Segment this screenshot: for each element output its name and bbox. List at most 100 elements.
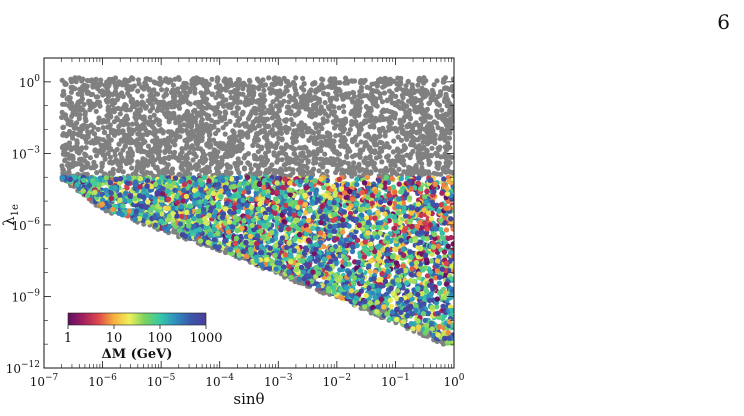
scatter-point-excluded	[432, 140, 438, 146]
scatter-point-excluded	[293, 134, 299, 140]
scatter-point-excluded	[426, 132, 432, 138]
scatter-point-excluded	[415, 168, 421, 175]
scatter-point-excluded	[291, 103, 297, 109]
scatter-point-excluded	[345, 131, 352, 137]
scatter-point-excluded	[112, 152, 118, 158]
scatter-point-excluded	[179, 128, 185, 134]
scatter-point-excluded	[165, 101, 171, 107]
scatter-point-excluded	[266, 148, 272, 154]
scatter-point-excluded	[380, 168, 386, 174]
scatter-point-excluded	[82, 151, 88, 157]
scatter-point-excluded	[374, 83, 380, 89]
scatter-point-excluded	[95, 126, 101, 132]
scatter-point-excluded	[95, 120, 101, 126]
scatter-point-excluded	[222, 131, 228, 137]
scatter-point	[354, 181, 360, 188]
scatter-point-excluded	[135, 77, 142, 83]
scatter-point-excluded	[269, 109, 275, 115]
scatter-point-excluded	[141, 114, 147, 120]
scatter-point-excluded	[91, 159, 97, 165]
scatter-point-excluded	[122, 102, 128, 108]
scatter-point-excluded	[233, 163, 239, 169]
scatter-point-excluded	[102, 156, 108, 162]
scatter-point-excluded	[239, 129, 245, 135]
scatter-point-excluded	[195, 163, 202, 169]
scatter-point-excluded	[127, 107, 133, 113]
scatter-point-excluded	[107, 145, 114, 152]
scatter-point-excluded	[368, 107, 374, 114]
scatter-point-excluded	[145, 98, 151, 104]
scatter-point-excluded	[233, 109, 239, 116]
scatter-point-excluded	[215, 127, 221, 133]
scatter-point-excluded	[150, 105, 156, 111]
scatter-point-excluded	[227, 118, 233, 124]
scatter-point-excluded	[177, 99, 183, 105]
scatter-point-excluded	[295, 111, 301, 117]
scatter-point-excluded	[181, 80, 187, 86]
scatter-point-excluded	[141, 86, 147, 92]
scatter-point-excluded	[352, 78, 358, 84]
scatter-point-excluded	[375, 89, 381, 95]
scatter-point-excluded	[400, 127, 406, 134]
scatter-point-excluded	[138, 149, 144, 155]
scatter-point	[367, 268, 373, 275]
scatter-point-excluded	[371, 133, 378, 139]
scatter-point-excluded	[351, 160, 357, 166]
scatter-point-excluded	[392, 100, 399, 106]
scatter-point-excluded	[337, 132, 343, 138]
scatter-point-excluded	[79, 78, 85, 84]
scatter-point-excluded	[159, 87, 165, 93]
scatter-point-excluded	[73, 111, 79, 117]
scatter-point-excluded	[303, 103, 310, 110]
scatter-point-excluded	[386, 119, 392, 125]
scatter-point-excluded	[242, 152, 248, 159]
scatter-point-excluded	[246, 92, 252, 98]
scatter-point-excluded	[339, 167, 345, 173]
scatter-point-excluded	[114, 115, 120, 121]
scatter-point-excluded	[408, 165, 414, 171]
scatter-point-excluded	[263, 135, 269, 141]
scatter-point-excluded	[227, 164, 233, 170]
scatter-point-excluded	[185, 100, 191, 106]
scatter-point-excluded	[93, 108, 99, 114]
scatter-point-excluded	[274, 140, 280, 146]
scatter-point-excluded	[394, 81, 400, 87]
scatter-point-excluded	[307, 108, 313, 114]
scatter-point-excluded	[113, 157, 119, 163]
scatter-point-excluded	[98, 77, 104, 83]
scatter-point-excluded	[196, 138, 202, 144]
scatter-point	[383, 174, 389, 180]
scatter-point-excluded	[111, 109, 117, 115]
scatter-point-excluded	[367, 124, 373, 130]
scatter-point-excluded	[235, 105, 241, 111]
scatter-point-excluded	[110, 97, 116, 103]
scatter-point-excluded	[98, 142, 104, 148]
scatter-point-excluded	[256, 123, 263, 129]
scatter-point-excluded	[100, 137, 106, 143]
scatter-point-excluded	[232, 87, 238, 94]
scatter-point-excluded	[286, 104, 292, 110]
scatter-point-excluded	[199, 80, 205, 86]
scatter-point-excluded	[258, 161, 264, 167]
scatter-point-excluded	[442, 75, 449, 81]
scatter-point-excluded	[444, 85, 450, 91]
scatter-point-excluded	[392, 125, 398, 131]
scatter-point-excluded	[326, 140, 332, 146]
scatter-point-excluded	[435, 125, 441, 131]
scatter-point-excluded	[410, 87, 416, 93]
scatter-point-excluded	[316, 99, 322, 105]
scatter-point-excluded	[404, 103, 410, 109]
scatter-point-excluded	[367, 154, 373, 160]
scatter-point-excluded	[170, 82, 176, 88]
scatter-point-excluded	[68, 102, 74, 108]
scatter-point	[379, 271, 385, 277]
scatter-point-excluded	[196, 100, 202, 106]
scatter-point-excluded	[179, 146, 185, 152]
scatter-point-excluded	[172, 142, 178, 148]
scatter-point-excluded	[173, 155, 179, 161]
scatter-point-excluded	[128, 148, 134, 154]
scatter-point-excluded	[111, 132, 118, 138]
scatter-point-excluded	[325, 104, 331, 110]
scatter-point-excluded	[91, 79, 97, 85]
scatter-point-excluded	[286, 160, 292, 166]
